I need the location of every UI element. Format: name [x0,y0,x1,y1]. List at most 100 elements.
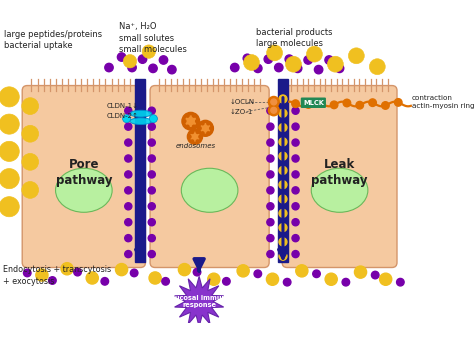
Circle shape [325,273,337,285]
Circle shape [142,45,155,58]
Circle shape [394,99,402,106]
Circle shape [125,250,132,258]
Circle shape [279,138,287,146]
Circle shape [292,235,299,242]
Circle shape [264,55,273,63]
Circle shape [22,98,38,115]
Text: MLCK: MLCK [303,100,324,106]
Circle shape [283,279,291,286]
Circle shape [279,152,287,160]
Circle shape [342,279,350,286]
Circle shape [186,114,189,117]
Circle shape [148,187,155,194]
Text: large peptides/proteins
bacterial uptake: large peptides/proteins bacterial uptake [4,30,102,50]
Circle shape [369,99,376,106]
Circle shape [196,120,199,123]
Circle shape [267,107,274,114]
Circle shape [0,168,19,189]
Circle shape [0,114,19,134]
Circle shape [36,269,48,281]
Circle shape [266,273,279,285]
Circle shape [271,107,277,113]
Circle shape [237,265,249,277]
Circle shape [22,153,38,170]
Circle shape [267,139,274,146]
Circle shape [198,120,213,136]
Circle shape [191,132,199,141]
Circle shape [148,155,155,162]
Circle shape [61,263,73,275]
Circle shape [267,235,274,242]
Circle shape [243,54,252,62]
Circle shape [279,109,287,117]
Circle shape [356,102,364,109]
Circle shape [148,107,155,114]
Circle shape [162,277,169,285]
Circle shape [125,171,132,178]
Circle shape [292,107,299,114]
Circle shape [186,125,189,128]
Circle shape [101,277,109,285]
Circle shape [149,272,161,284]
Circle shape [123,55,137,68]
Circle shape [292,171,299,178]
Circle shape [254,270,262,277]
Circle shape [382,102,389,109]
Circle shape [343,99,351,107]
Circle shape [279,238,287,246]
Ellipse shape [55,168,112,212]
Bar [135,79,145,262]
Circle shape [293,64,302,73]
FancyBboxPatch shape [150,85,269,268]
Circle shape [125,107,132,114]
Text: contraction
actin-myosin ring: contraction actin-myosin ring [412,95,474,109]
Circle shape [397,279,404,286]
Circle shape [267,155,274,162]
Circle shape [292,187,299,194]
Circle shape [148,203,155,210]
Circle shape [191,131,194,133]
Circle shape [279,166,287,174]
Circle shape [187,129,202,144]
Circle shape [125,155,132,162]
Circle shape [22,126,38,142]
Circle shape [208,273,220,285]
Text: Endocytosis + transcytosis
+ exocytosis: Endocytosis + transcytosis + exocytosis [3,265,111,286]
Circle shape [318,99,325,107]
FancyBboxPatch shape [301,97,326,108]
Circle shape [254,64,262,73]
Circle shape [178,263,191,276]
Circle shape [307,46,322,62]
Circle shape [125,123,132,130]
Ellipse shape [130,110,152,117]
Circle shape [74,268,82,276]
Circle shape [267,250,274,258]
Circle shape [148,139,155,146]
Circle shape [305,101,312,108]
Circle shape [267,187,274,194]
Circle shape [313,270,320,277]
Circle shape [149,64,157,73]
Text: CLDN-2↑: CLDN-2↑ [107,113,139,119]
Text: CLDN-1↓: CLDN-1↓ [107,103,139,109]
Circle shape [328,56,343,72]
Circle shape [292,250,299,258]
Bar [278,79,288,262]
Circle shape [336,64,344,73]
Circle shape [271,99,277,105]
Circle shape [148,171,155,178]
Circle shape [192,125,195,128]
Circle shape [199,135,202,138]
Circle shape [183,120,186,123]
Circle shape [207,132,210,135]
Circle shape [267,218,274,226]
FancyBboxPatch shape [282,85,397,268]
Text: mucosal immune
response: mucosal immune response [168,295,230,308]
Circle shape [355,266,366,278]
Circle shape [292,139,299,146]
Circle shape [244,55,259,70]
Circle shape [330,101,338,109]
Circle shape [369,59,385,75]
Circle shape [125,235,132,242]
Ellipse shape [130,118,152,125]
